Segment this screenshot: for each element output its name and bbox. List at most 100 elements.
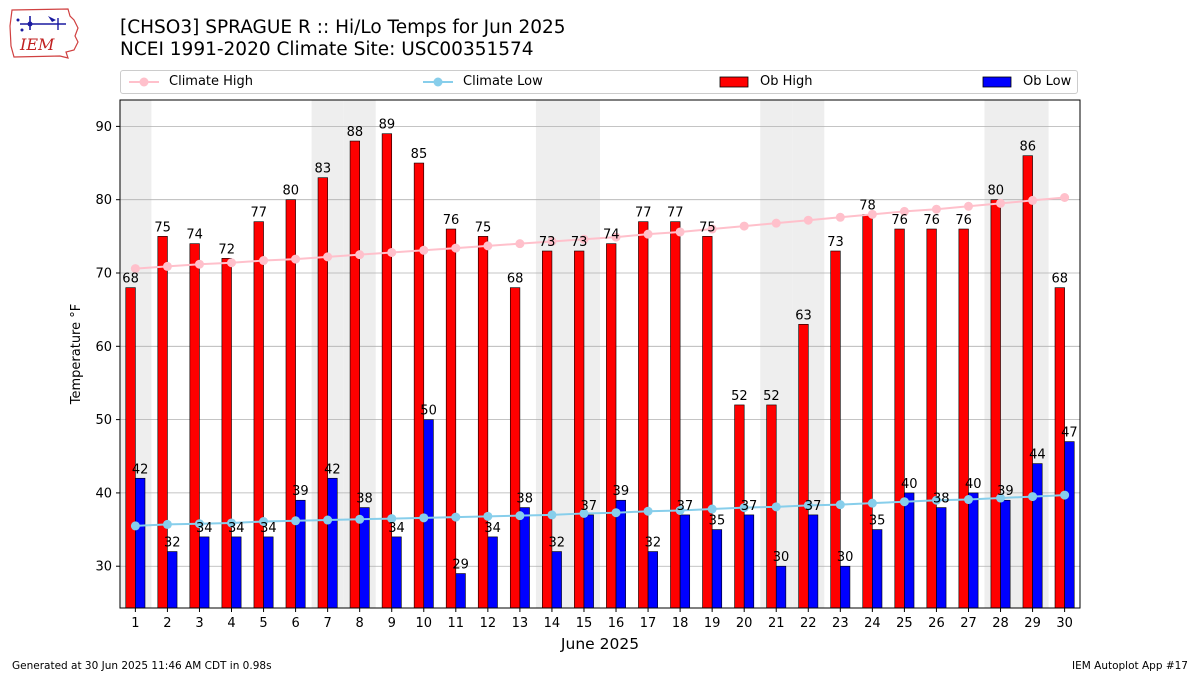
ob-low-bar: [1000, 499, 1011, 609]
ob-low-label: 34: [228, 521, 245, 536]
logo-text: IEM: [19, 35, 55, 54]
climate-low-point: [643, 506, 653, 516]
x-tick-label: 18: [672, 616, 689, 631]
y-tick-label: 30: [95, 560, 112, 575]
climate-high-point: [643, 229, 653, 239]
climate-low-point: [963, 495, 973, 505]
climate-high-point: [707, 224, 717, 234]
x-tick-label: 7: [323, 616, 331, 631]
ob-high-bar: [894, 228, 905, 609]
climate-high-point: [963, 201, 973, 211]
climate-low-point: [547, 510, 557, 520]
legend-ob-high-label: Ob High: [760, 74, 813, 89]
ob-high-label: 68: [122, 272, 139, 287]
ob-high-label: 74: [186, 228, 203, 243]
climate-low-point: [130, 521, 140, 531]
climate-low-line: [135, 494, 1065, 527]
x-tick-label: 12: [480, 616, 497, 631]
climate-low-point: [419, 513, 429, 523]
ob-low-label: 40: [965, 477, 982, 492]
climate-high-point: [194, 259, 204, 269]
climate-low-point: [931, 495, 941, 505]
ob-high-label: 72: [218, 242, 235, 257]
climate-high-point: [323, 252, 333, 262]
ob-high-bar: [606, 243, 617, 609]
climate-low-point: [1060, 490, 1070, 500]
ob-low-label: 37: [581, 499, 598, 514]
climate-high-point: [771, 218, 781, 228]
ob-low-bar: [487, 536, 498, 609]
climate-low-point: [867, 498, 877, 508]
y-tick-label: 60: [95, 340, 112, 355]
climate-high-point: [1060, 192, 1070, 202]
ob-high-bar: [798, 324, 809, 609]
ob-high-label: 88: [347, 125, 364, 140]
ob-low-bar: [391, 536, 402, 609]
ob-low-label: 30: [773, 550, 790, 565]
ob-high-label: 83: [315, 162, 332, 177]
ob-high-bar: [702, 236, 713, 609]
ob-high-bar: [317, 177, 328, 609]
climate-high-point: [483, 241, 493, 251]
climate-low-point: [803, 500, 813, 510]
ob-high-bar: [670, 221, 681, 609]
ob-high-label: 75: [699, 220, 716, 235]
ob-high-label: 76: [923, 213, 940, 228]
app-note: IEM Autoplot App #17: [1072, 660, 1188, 672]
x-tick-label: 27: [960, 616, 977, 631]
climate-high-point: [547, 236, 557, 246]
climate-low-line-icon: [423, 77, 453, 87]
climate-high-point: [739, 221, 749, 231]
y-axis-title: Temperature °F: [69, 304, 84, 405]
climate-low-point: [323, 515, 333, 525]
climate-high-point: [355, 250, 365, 260]
x-tick-label: 26: [928, 616, 945, 631]
x-tick-label: 29: [1024, 616, 1041, 631]
ob-low-label: 38: [933, 492, 950, 507]
ob-high-label: 85: [411, 147, 428, 162]
climate-low-point: [899, 497, 909, 507]
ob-low-bar: [968, 492, 979, 609]
x-tick-label: 21: [768, 616, 785, 631]
y-tick-label: 70: [95, 266, 112, 281]
ob-high-label: 80: [283, 184, 300, 199]
x-tick-label: 5: [259, 616, 267, 631]
climate-high-point: [835, 212, 845, 222]
ob-high-bar: [157, 236, 168, 609]
climate-low-point: [579, 508, 589, 518]
x-tick-label: 15: [576, 616, 593, 631]
climate-high-point: [611, 232, 621, 242]
climate-high-point: [162, 261, 172, 271]
climate-high-point: [675, 227, 685, 237]
ob-high-bar: [221, 258, 232, 609]
ob-low-label: 39: [613, 484, 630, 499]
climate-low-point: [162, 519, 172, 529]
x-tick-label: 10: [415, 616, 432, 631]
ob-high-bar: [445, 228, 457, 609]
x-tick-label: 11: [448, 616, 465, 631]
ob-low-bar: [231, 536, 242, 609]
ob-low-label: 34: [196, 521, 213, 536]
climate-high-point: [515, 239, 525, 249]
generated-note: Generated at 30 Jun 2025 11:46 AM CDT in…: [12, 660, 272, 672]
x-tick-label: 1: [131, 616, 139, 631]
climate-low-point: [355, 514, 365, 524]
ob-low-label: 32: [645, 536, 662, 551]
ob-high-bar: [413, 162, 425, 609]
ob-high-bar: [509, 287, 521, 609]
legend-ob-low-label: Ob Low: [1023, 74, 1072, 89]
ob-high-label: 75: [475, 220, 492, 235]
ob-high-bar: [253, 221, 264, 609]
iem-logo: IEM: [8, 6, 82, 60]
ob-low-bar: [263, 536, 274, 609]
climate-low-point: [835, 500, 845, 510]
title-line-2: NCEI 1991-2020 Climate Site: USC00351574: [120, 39, 534, 60]
x-tick-label: 2: [163, 616, 171, 631]
climate-low-point: [771, 502, 781, 512]
ob-high-label: 77: [667, 206, 684, 221]
chart-legend: Climate High Climate Low Ob High Ob Low: [120, 70, 1078, 94]
climate-low-point: [387, 514, 397, 524]
ob-high-label: 76: [443, 213, 460, 228]
ob-high-bar: [1022, 155, 1033, 609]
climate-high-line-icon: [129, 77, 159, 87]
